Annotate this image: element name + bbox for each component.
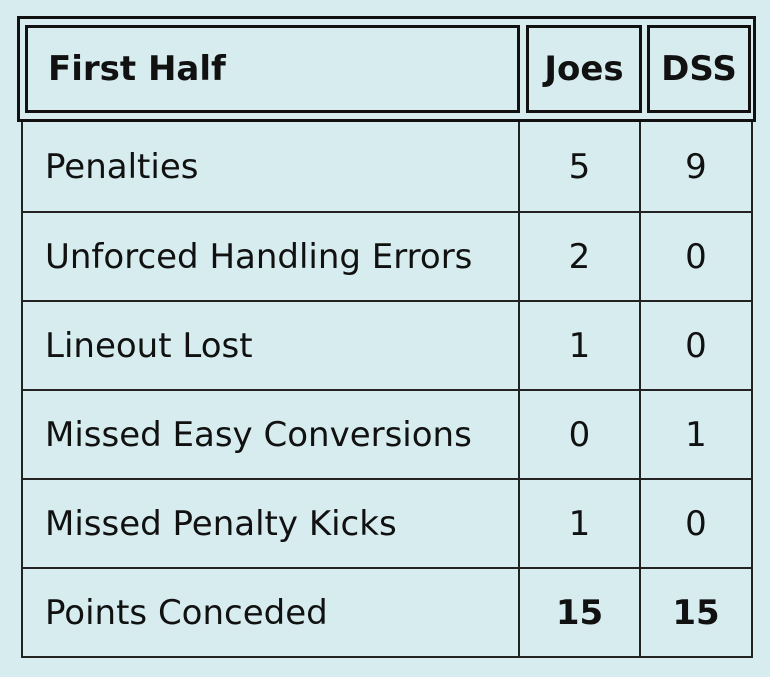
row-value-joes: 1 [520,302,641,389]
row-value-dss: 9 [685,146,707,187]
row-label: Lineout Lost [23,302,520,389]
row-value-joes: 15 [520,569,641,656]
table-row: Unforced Handling Errors 2 0 [23,211,751,300]
table-row: Penalties 5 9 [23,122,751,211]
row-value-joes: 2 [520,213,641,300]
row-value-joes: 0 [520,391,641,478]
row-value-dss: 0 [685,236,707,277]
row-value-joes: 5 [520,122,641,211]
table-header: First Half Joes DSS [17,16,756,122]
row-label: Missed Penalty Kicks [23,480,520,567]
row-label: Points Conceded [23,569,520,656]
table-row: Missed Penalty Kicks 1 0 [23,478,751,567]
table-row: Lineout Lost 1 0 [23,300,751,389]
stats-table-body: Penalties 5 9 Unforced Handling Errors 2… [21,122,753,658]
header-half-label: First Half [25,25,520,113]
row-value-dss: 1 [685,414,707,455]
row-label: Unforced Handling Errors [23,213,520,300]
row-value-dss: 15 [672,592,720,633]
row-value-dss: 0 [685,503,707,544]
row-value-dss: 0 [685,325,707,366]
row-label: Penalties [23,122,520,211]
row-label: Missed Easy Conversions [23,391,520,478]
row-value-joes: 1 [520,480,641,567]
table-row-total: Points Conceded 15 15 [23,567,751,656]
header-team-dss: DSS [647,25,751,113]
table-row: Missed Easy Conversions 0 1 [23,389,751,478]
header-team-joes: Joes [526,25,642,113]
